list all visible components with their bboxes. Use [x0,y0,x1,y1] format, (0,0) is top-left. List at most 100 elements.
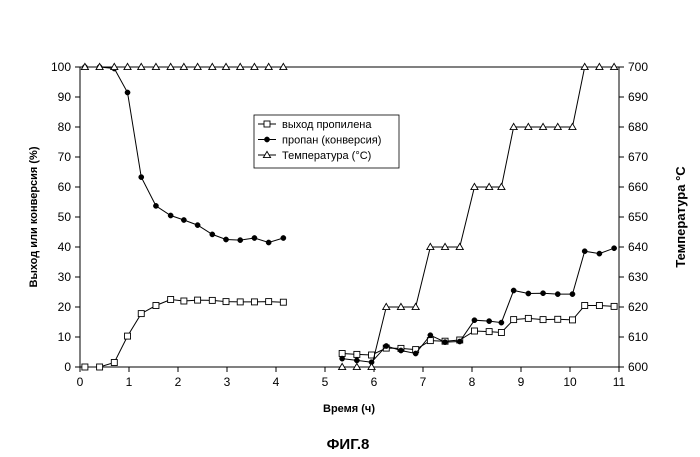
series-2-point [139,175,144,180]
y-tick-label: 40 [58,240,72,254]
series-1-point [266,299,272,305]
series-1-point [111,360,117,366]
series-2-point [499,320,504,325]
y-tick-label: 10 [58,330,72,344]
series-2-point [125,90,130,95]
y-tick-label: 30 [58,270,72,284]
y-tick-label: 0 [64,360,71,374]
legend-marker [264,137,269,142]
series-2-point [168,213,173,218]
x-tick-label: 2 [175,375,182,389]
series-2-point [597,251,602,256]
series-2-point [442,340,447,345]
series-2-point [238,238,243,243]
series-2-point [398,348,403,353]
y2-tick-label: 650 [628,210,648,224]
series-1-point [596,303,602,309]
series-2-point [181,217,186,222]
plot-area [80,67,619,367]
y2-tick-label: 600 [628,360,648,374]
x-tick-label: 4 [273,375,280,389]
y2-tick-label: 620 [628,300,648,314]
series-2-point [252,235,257,240]
y-tick-label: 100 [51,60,71,74]
series-2-point [540,291,545,296]
y2-tick-label: 690 [628,90,648,104]
legend-marker [264,121,270,127]
series-2-point [555,292,560,297]
x-tick-label: 7 [420,375,427,389]
series-2-point [354,358,359,363]
series-2-point [210,232,215,237]
series-1-point [569,317,575,323]
series-1-point [125,333,131,339]
y2-axis-title: Температура °C [673,166,688,268]
series-2-point [340,356,345,361]
y-tick-label: 90 [58,90,72,104]
legend-label: Температура (°C) [282,150,371,162]
x-axis-title: Время (ч) [323,403,375,415]
series-1-point [209,297,215,303]
x-tick-label: 9 [518,375,525,389]
x-tick-label: 8 [469,375,476,389]
series-1-point [339,351,345,357]
series-2-point [582,249,587,254]
series-2-point [384,343,389,348]
y2-tick-label: 610 [628,330,648,344]
series-2-point [570,292,575,297]
y-tick-label: 80 [58,120,72,134]
y2-tick-label: 660 [628,180,648,194]
series-2-point [457,339,462,344]
legend-label: пропан (конверсия) [282,135,381,147]
series-2-point [428,333,433,338]
series-1-point [354,351,360,357]
series-1-point [153,303,159,309]
y-tick-label: 60 [58,180,72,194]
series-2-point [612,246,617,251]
series-1-point [486,329,492,335]
legend: выход пропилена пропан (конверсия) Темпера… [254,115,399,168]
series-1-point [471,328,477,334]
series-1-point [555,316,561,322]
series-1-point [97,364,103,370]
series-2-point [472,318,477,323]
y-tick-label: 50 [58,210,72,224]
y-axis-title: Выход или конверсия (%) [28,146,40,287]
series-1-point [611,303,617,309]
series-1-point [181,298,187,304]
y2-tick-label: 670 [628,150,648,164]
series-1-point [251,299,257,305]
y-tick-label: 70 [58,150,72,164]
x-tick-label: 0 [77,375,84,389]
series-2-point [266,240,271,245]
legend-label: выход пропилена [282,119,372,131]
series-2-point [413,351,418,356]
x-tick-label: 5 [322,375,329,389]
y2-tick-label: 630 [628,270,648,284]
series-2-point [223,237,228,242]
y2-tick-label: 700 [628,60,648,74]
x-tick-label: 6 [371,375,378,389]
x-tick-label: 3 [224,375,231,389]
series-1-point [195,297,201,303]
series-1-point [223,299,229,305]
x-tick-label: 1 [126,375,133,389]
series-1-point [511,317,517,323]
series-2-point [281,235,286,240]
series-1-point [138,311,144,317]
x-tick-label: 10 [563,375,577,389]
series-1-point [582,303,588,309]
series-1-point [82,364,88,370]
series-2-point [195,223,200,228]
y-tick-label: 20 [58,300,72,314]
series-1-point [168,297,174,303]
y2-tick-label: 680 [628,120,648,134]
series-1-point [540,317,546,323]
series-2-point [511,288,516,293]
series-1-point [237,299,243,305]
y2-tick-label: 640 [628,240,648,254]
series-1-point [498,330,504,336]
series-1-point [280,299,286,305]
figure-caption: ФИГ.8 [327,436,370,453]
